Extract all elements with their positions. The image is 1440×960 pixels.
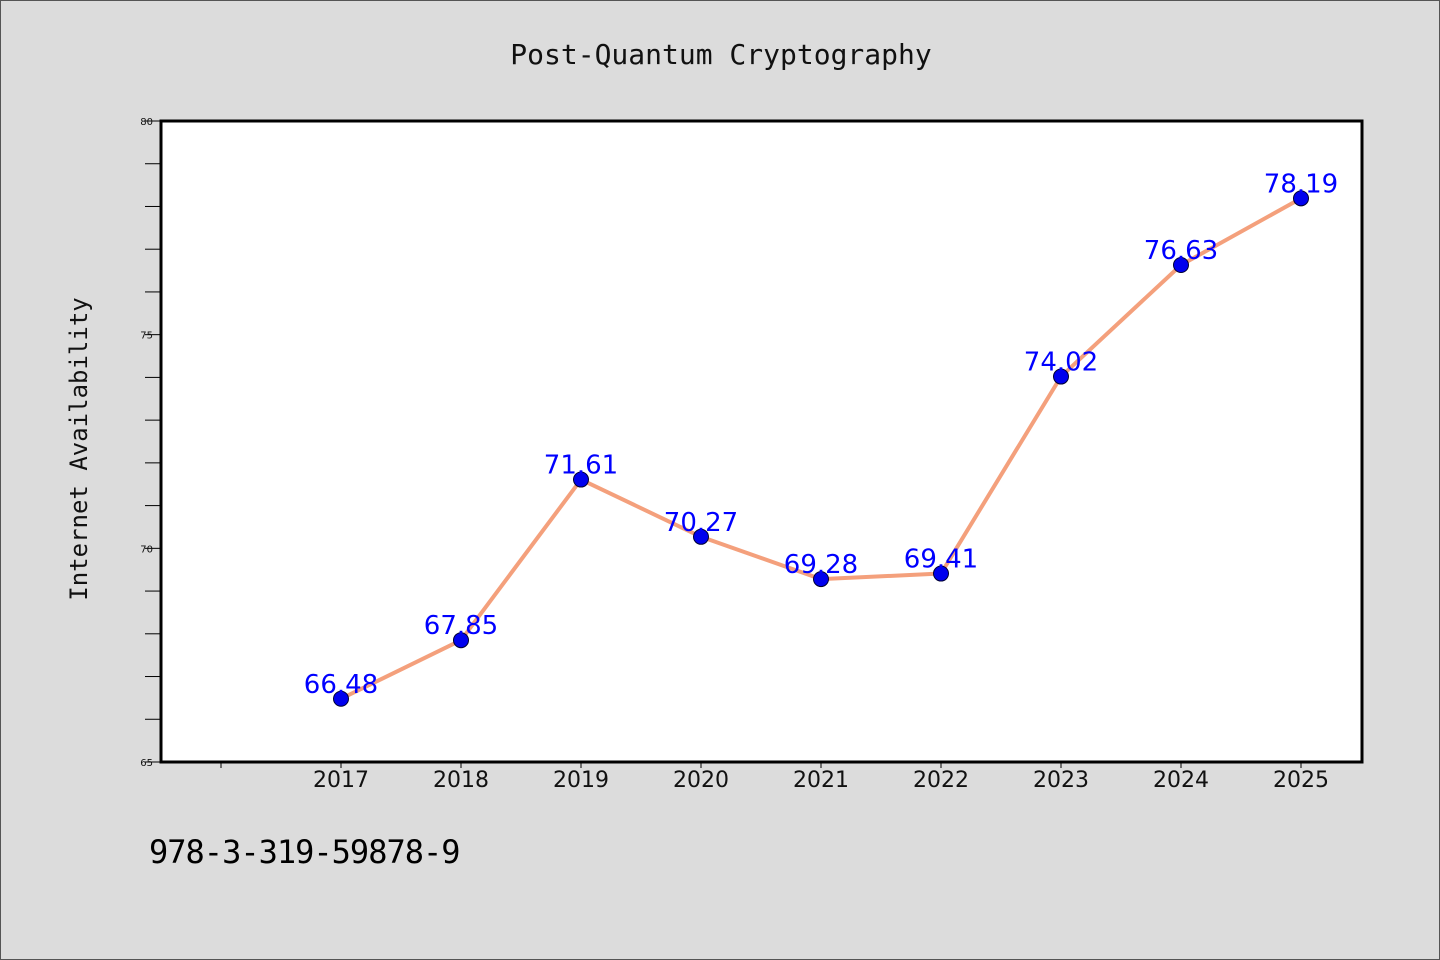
y-tick-label: 65 — [140, 758, 153, 769]
x-tick-label: 2025 — [1273, 768, 1329, 793]
chart-title: Post-Quantum Cryptography — [510, 38, 931, 71]
data-label: 71.61 — [544, 451, 618, 481]
data-label: 69.41 — [904, 545, 978, 575]
data-label: 76.63 — [1144, 236, 1218, 266]
x-axis: 2017 2018 2019 2020 2021 2022 2023 2024 2025 — [221, 762, 1329, 793]
plot-area — [161, 121, 1362, 762]
y-axis-label: Internet Availability — [65, 297, 93, 600]
data-label: 74.02 — [1024, 348, 1098, 378]
x-tick-label: 2022 — [913, 768, 969, 793]
data-label: 78.19 — [1264, 169, 1338, 199]
chart-page: Post-Quantum Cryptography Internet Avail… — [0, 0, 1440, 960]
y-tick-label: 75 — [140, 331, 153, 342]
data-label: 69.28 — [784, 550, 858, 580]
x-tick-label: 2023 — [1033, 768, 1089, 793]
data-label: 70.27 — [664, 508, 738, 538]
x-tick-label: 2021 — [793, 768, 849, 793]
x-tick-label: 2017 — [313, 768, 369, 793]
data-label: 67.85 — [424, 611, 498, 641]
x-tick-label: 2019 — [553, 768, 609, 793]
footer-code: 978-3-319-59878-9 — [149, 833, 460, 871]
x-tick-label: 2024 — [1153, 768, 1209, 793]
line-chart: Post-Quantum Cryptography Internet Avail… — [1, 1, 1440, 960]
y-axis: 65 70 75 80 — [140, 117, 161, 769]
y-tick-label: 80 — [140, 117, 153, 128]
x-tick-label: 2018 — [433, 768, 489, 793]
y-tick-label: 70 — [140, 544, 153, 555]
data-label: 66.48 — [304, 670, 378, 700]
x-tick-label: 2020 — [673, 768, 729, 793]
